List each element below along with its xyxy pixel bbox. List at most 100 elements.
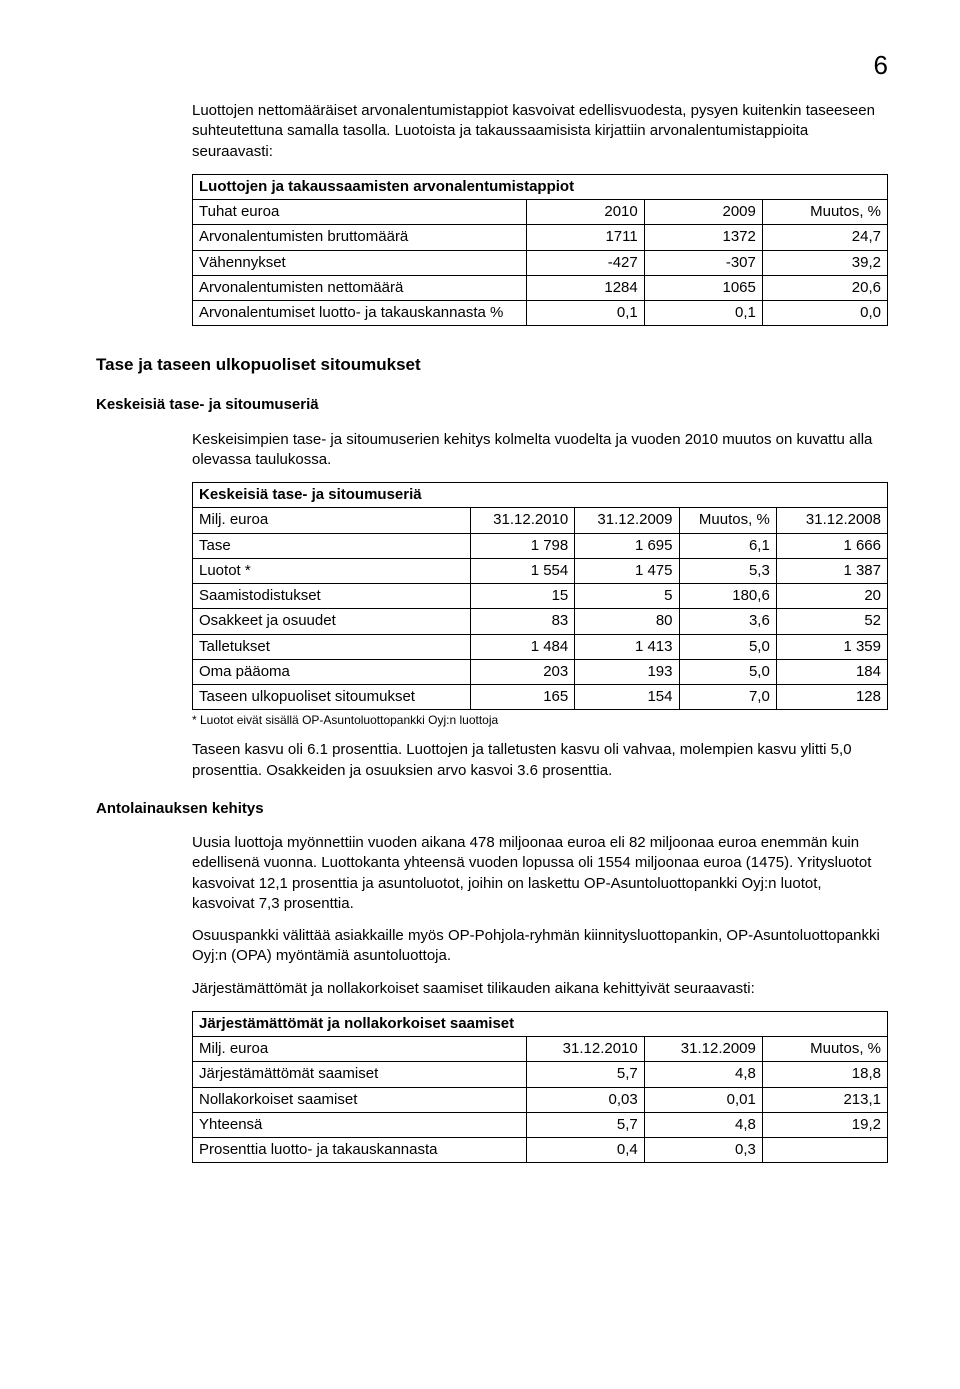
table-row: Arvonalentumisten bruttomäärä 1711 1372 … — [193, 225, 888, 250]
cell: 5 — [575, 584, 679, 609]
cell: Vähennykset — [193, 250, 527, 275]
cell: 0,4 — [526, 1138, 644, 1163]
cell: 52 — [776, 609, 887, 634]
cell: 0,1 — [526, 301, 644, 326]
table-key-items: Keskeisiä tase- ja sitoumuseriä Milj. eu… — [192, 482, 888, 710]
cell: -427 — [526, 250, 644, 275]
table-row: Järjestämättömät saamiset5,74,818,8 — [193, 1062, 888, 1087]
cell: 5,7 — [526, 1112, 644, 1137]
cell: 1 695 — [575, 533, 679, 558]
cell: 18,8 — [762, 1062, 887, 1087]
cell: 20 — [776, 584, 887, 609]
cell: Talletukset — [193, 634, 471, 659]
subsection-title: Keskeisiä tase- ja sitoumuseriä — [96, 395, 888, 415]
cell: Saamistodistukset — [193, 584, 471, 609]
table2-title: Keskeisiä tase- ja sitoumuseriä — [193, 483, 888, 508]
table1-h0: Tuhat euroa — [193, 200, 527, 225]
cell: Osakkeet ja osuudet — [193, 609, 471, 634]
cell: Taseen ulkopuoliset sitoumukset — [193, 685, 471, 710]
table2-h0: Milj. euroa — [193, 508, 471, 533]
cell: -307 — [644, 250, 762, 275]
table-row: Taseen ulkopuoliset sitoumukset1651547,0… — [193, 685, 888, 710]
cell: 154 — [575, 685, 679, 710]
cell: 4,8 — [644, 1062, 762, 1087]
cell: 19,2 — [762, 1112, 887, 1137]
cell: 213,1 — [762, 1087, 887, 1112]
cell: 24,7 — [762, 225, 887, 250]
table-row: Talletukset1 4841 4135,01 359 — [193, 634, 888, 659]
table2-h3: Muutos, % — [679, 508, 776, 533]
cell: 1 798 — [471, 533, 575, 558]
page-number: 6 — [96, 48, 888, 83]
cell: 165 — [471, 685, 575, 710]
cell: 1 413 — [575, 634, 679, 659]
table3-h1: 31.12.2010 — [526, 1037, 644, 1062]
table-impairments: Luottojen ja takaussaamisten arvonalentu… — [192, 174, 888, 327]
table1-h1: 2010 — [526, 200, 644, 225]
cell: 1 484 — [471, 634, 575, 659]
cell: 15 — [471, 584, 575, 609]
cell: 3,6 — [679, 609, 776, 634]
cell: 0,1 — [644, 301, 762, 326]
table1-h3: Muutos, % — [762, 200, 887, 225]
table2-h1: 31.12.2010 — [471, 508, 575, 533]
table-row: Tase1 7981 6956,11 666 — [193, 533, 888, 558]
cell: 1711 — [526, 225, 644, 250]
cell: Arvonalentumisten nettomäärä — [193, 275, 527, 300]
cell: 0,01 — [644, 1087, 762, 1112]
cell: 5,0 — [679, 634, 776, 659]
cell: 1284 — [526, 275, 644, 300]
table-row: Nollakorkoiset saamiset0,030,01213,1 — [193, 1087, 888, 1112]
cell: 0,0 — [762, 301, 887, 326]
table3-h3: Muutos, % — [762, 1037, 887, 1062]
cell: 1372 — [644, 225, 762, 250]
cell: Yhteensä — [193, 1112, 527, 1137]
cell: 83 — [471, 609, 575, 634]
table-row: Oma pääoma2031935,0184 — [193, 659, 888, 684]
cell: 80 — [575, 609, 679, 634]
cell: Järjestämättömät saamiset — [193, 1062, 527, 1087]
cell: Luotot * — [193, 558, 471, 583]
cell: 1 666 — [776, 533, 887, 558]
cell: 5,3 — [679, 558, 776, 583]
table2-h2: 31.12.2009 — [575, 508, 679, 533]
table1-title: Luottojen ja takaussaamisten arvonalentu… — [193, 174, 888, 199]
intro-paragraph: Luottojen nettomääräiset arvonalentumist… — [192, 101, 888, 162]
cell: 193 — [575, 659, 679, 684]
cell: Nollakorkoiset saamiset — [193, 1087, 527, 1112]
table-row: Osakkeet ja osuudet83803,652 — [193, 609, 888, 634]
cell: 1065 — [644, 275, 762, 300]
table2-footnote: * Luotot eivät sisällä OP-Asuntoluottopa… — [192, 712, 888, 728]
cell: 1 359 — [776, 634, 887, 659]
cell — [762, 1138, 887, 1163]
cell: 0,3 — [644, 1138, 762, 1163]
cell: 39,2 — [762, 250, 887, 275]
para-lending-2: Osuuspankki välittää asiakkaille myös OP… — [192, 926, 888, 967]
cell: Oma pääoma — [193, 659, 471, 684]
cell: 184 — [776, 659, 887, 684]
cell: 0,03 — [526, 1087, 644, 1112]
cell: Arvonalentumisten bruttomäärä — [193, 225, 527, 250]
cell: 203 — [471, 659, 575, 684]
cell: 5,7 — [526, 1062, 644, 1087]
cell: 6,1 — [679, 533, 776, 558]
table-row: Arvonalentumisten nettomäärä 1284 1065 2… — [193, 275, 888, 300]
para-lending-1: Uusia luottoja myönnettiin vuoden aikana… — [192, 833, 888, 914]
cell: 1 387 — [776, 558, 887, 583]
table3-h0: Milj. euroa — [193, 1037, 527, 1062]
cell: 5,0 — [679, 659, 776, 684]
para-growth: Taseen kasvu oli 6.1 prosenttia. Luottoj… — [192, 740, 888, 781]
section-title: Tase ja taseen ulkopuoliset sitoumukset — [96, 354, 888, 377]
cell: 4,8 — [644, 1112, 762, 1137]
table-row: Luotot *1 5541 4755,31 387 — [193, 558, 888, 583]
table-row: Arvonalentumiset luotto- ja takauskannas… — [193, 301, 888, 326]
cell: 7,0 — [679, 685, 776, 710]
para-table2-intro: Keskeisimpien tase- ja sitoumuserien keh… — [192, 430, 888, 471]
cell: Prosenttia luotto- ja takauskannasta — [193, 1138, 527, 1163]
table-row: Yhteensä5,74,819,2 — [193, 1112, 888, 1137]
cell: 1 554 — [471, 558, 575, 583]
side-heading-lending: Antolainauksen kehitys — [96, 799, 888, 819]
para-lending-3: Järjestämättömät ja nollakorkoiset saami… — [192, 979, 888, 999]
cell: Arvonalentumiset luotto- ja takauskannas… — [193, 301, 527, 326]
table3-title: Järjestämättömät ja nollakorkoiset saami… — [193, 1011, 888, 1036]
